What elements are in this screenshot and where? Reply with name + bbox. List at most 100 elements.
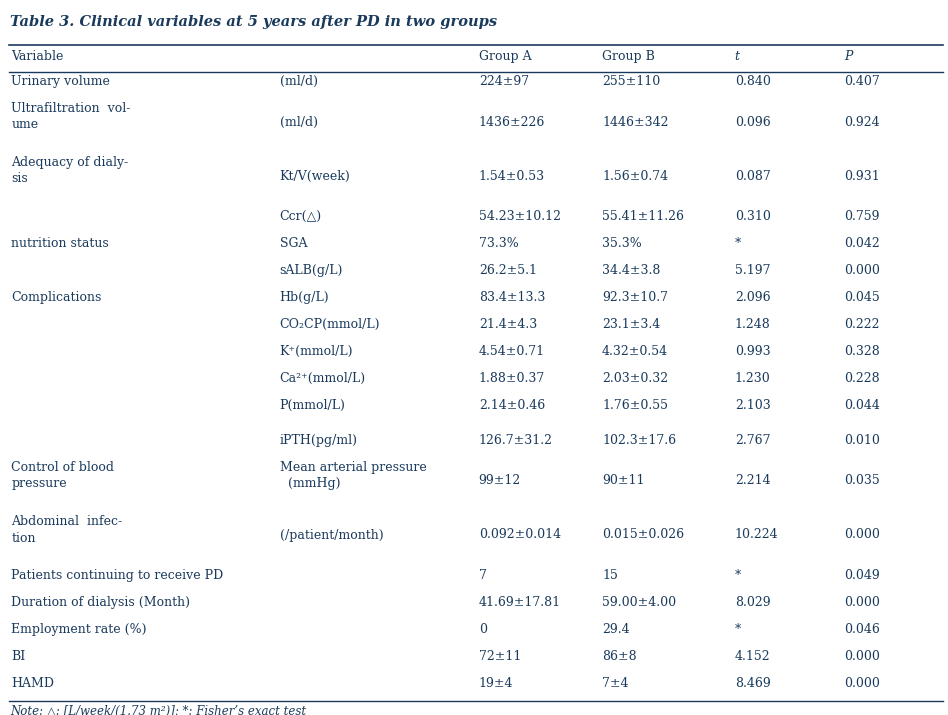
Text: 10.224: 10.224 xyxy=(735,528,778,541)
Text: 0.000: 0.000 xyxy=(844,650,880,663)
Text: 26.2±5.1: 26.2±5.1 xyxy=(479,264,537,277)
Text: Control of blood
pressure: Control of blood pressure xyxy=(11,461,115,490)
Text: 4.54±0.71: 4.54±0.71 xyxy=(479,345,545,358)
Text: P(mmol/L): P(mmol/L) xyxy=(280,399,345,412)
Text: 2.103: 2.103 xyxy=(735,399,771,412)
Text: 83.4±13.3: 83.4±13.3 xyxy=(479,291,545,304)
Text: 102.3±17.6: 102.3±17.6 xyxy=(602,434,676,447)
Text: 29.4: 29.4 xyxy=(602,623,629,636)
Text: HAMD: HAMD xyxy=(11,677,54,690)
Text: 0.328: 0.328 xyxy=(844,345,880,358)
Text: Table 3. Clinical variables at 5 years after PD in two groups: Table 3. Clinical variables at 5 years a… xyxy=(10,15,497,29)
Text: 0.042: 0.042 xyxy=(844,237,880,250)
Text: 0.046: 0.046 xyxy=(844,623,880,636)
Text: Duration of dialysis (Month): Duration of dialysis (Month) xyxy=(11,596,191,609)
Text: 1.54±0.53: 1.54±0.53 xyxy=(479,169,545,182)
Text: Ultrafiltration  vol-
ume: Ultrafiltration vol- ume xyxy=(11,102,131,132)
Text: 5.197: 5.197 xyxy=(735,264,770,277)
Text: 2.096: 2.096 xyxy=(735,291,771,304)
Text: 54.23±10.12: 54.23±10.12 xyxy=(479,210,560,223)
Text: sALB(g/L): sALB(g/L) xyxy=(280,264,343,277)
Text: 21.4±4.3: 21.4±4.3 xyxy=(479,318,537,331)
Text: iPTH(pg/ml): iPTH(pg/ml) xyxy=(280,434,357,447)
Text: 55.41±11.26: 55.41±11.26 xyxy=(602,210,684,223)
Text: 1.56±0.74: 1.56±0.74 xyxy=(602,169,668,182)
Text: 2.14±0.46: 2.14±0.46 xyxy=(479,399,545,412)
Text: 72±11: 72±11 xyxy=(479,650,521,663)
Text: K⁺(mmol/L): K⁺(mmol/L) xyxy=(280,345,354,358)
Text: 224±97: 224±97 xyxy=(479,75,529,88)
Text: 1446±342: 1446±342 xyxy=(602,116,668,129)
Text: 2.03±0.32: 2.03±0.32 xyxy=(602,372,668,385)
Text: CO₂CP(mmol/L): CO₂CP(mmol/L) xyxy=(280,318,380,331)
Text: 0.087: 0.087 xyxy=(735,169,771,182)
Text: 86±8: 86±8 xyxy=(602,650,637,663)
Text: 15: 15 xyxy=(602,569,618,582)
Text: 0.000: 0.000 xyxy=(844,596,880,609)
Text: 0.049: 0.049 xyxy=(844,569,880,582)
Text: Urinary volume: Urinary volume xyxy=(11,75,110,88)
Text: *: * xyxy=(735,623,741,636)
Text: 0.222: 0.222 xyxy=(844,318,879,331)
Text: Variable: Variable xyxy=(11,50,64,63)
Text: 59.00±4.00: 59.00±4.00 xyxy=(602,596,676,609)
Text: 23.1±3.4: 23.1±3.4 xyxy=(602,318,660,331)
Text: 4.32±0.54: 4.32±0.54 xyxy=(602,345,668,358)
Text: 2.214: 2.214 xyxy=(735,475,771,488)
Text: Adequacy of dialy-
sis: Adequacy of dialy- sis xyxy=(11,156,129,185)
Text: 1.76±0.55: 1.76±0.55 xyxy=(602,399,668,412)
Text: Complications: Complications xyxy=(11,291,101,304)
Text: Group B: Group B xyxy=(602,50,655,63)
Text: 1.230: 1.230 xyxy=(735,372,771,385)
Text: 0.096: 0.096 xyxy=(735,116,771,129)
Text: 0.407: 0.407 xyxy=(844,75,880,88)
Text: 34.4±3.8: 34.4±3.8 xyxy=(602,264,661,277)
Text: *: * xyxy=(735,237,741,250)
Text: 90±11: 90±11 xyxy=(602,475,645,488)
Text: 41.69±17.81: 41.69±17.81 xyxy=(479,596,561,609)
Text: 35.3%: 35.3% xyxy=(602,237,642,250)
Text: 1.88±0.37: 1.88±0.37 xyxy=(479,372,545,385)
Text: 0.000: 0.000 xyxy=(844,528,880,541)
Text: 73.3%: 73.3% xyxy=(479,237,519,250)
Text: 0.092±0.014: 0.092±0.014 xyxy=(479,528,561,541)
Text: 255±110: 255±110 xyxy=(602,75,660,88)
Text: 0.840: 0.840 xyxy=(735,75,771,88)
Text: 0.015±0.026: 0.015±0.026 xyxy=(602,528,684,541)
Text: 1436±226: 1436±226 xyxy=(479,116,545,129)
Text: t: t xyxy=(735,50,739,63)
Text: 0: 0 xyxy=(479,623,486,636)
Text: BI: BI xyxy=(11,650,26,663)
Text: 0.924: 0.924 xyxy=(844,116,880,129)
Text: Mean arterial pressure
  (mmHg): Mean arterial pressure (mmHg) xyxy=(280,461,427,490)
Text: 8.469: 8.469 xyxy=(735,677,771,690)
Text: Note: △: [L/week/(1.73 m²)]; *: Fisher’s exact test: Note: △: [L/week/(1.73 m²)]; *: Fisher’s… xyxy=(10,705,306,715)
Text: 2.767: 2.767 xyxy=(735,434,770,447)
Text: 99±12: 99±12 xyxy=(479,475,521,488)
Text: 0.993: 0.993 xyxy=(735,345,771,358)
Text: 0.931: 0.931 xyxy=(844,169,880,182)
Text: 19±4: 19±4 xyxy=(479,677,513,690)
Text: Patients continuing to receive PD: Patients continuing to receive PD xyxy=(11,569,224,582)
Text: (/patient/month): (/patient/month) xyxy=(280,528,383,541)
Text: nutrition status: nutrition status xyxy=(11,237,109,250)
Text: Group A: Group A xyxy=(479,50,532,63)
Text: 4.152: 4.152 xyxy=(735,650,771,663)
Text: 0.044: 0.044 xyxy=(844,399,880,412)
Text: Hb(g/L): Hb(g/L) xyxy=(280,291,329,304)
Text: 0.035: 0.035 xyxy=(844,475,880,488)
Text: 7: 7 xyxy=(479,569,486,582)
Text: Abdominal  infec-
tion: Abdominal infec- tion xyxy=(11,515,122,545)
Text: Employment rate (%): Employment rate (%) xyxy=(11,623,147,636)
Text: Ca²⁺(mmol/L): Ca²⁺(mmol/L) xyxy=(280,372,366,385)
Text: 0.010: 0.010 xyxy=(844,434,880,447)
Text: (ml/d): (ml/d) xyxy=(280,116,318,129)
Text: 0.000: 0.000 xyxy=(844,264,880,277)
Text: 126.7±31.2: 126.7±31.2 xyxy=(479,434,553,447)
Text: *: * xyxy=(735,569,741,582)
Text: (ml/d): (ml/d) xyxy=(280,75,318,88)
Text: 1.248: 1.248 xyxy=(735,318,771,331)
Text: Ccr(△): Ccr(△) xyxy=(280,210,321,223)
Text: 0.759: 0.759 xyxy=(844,210,879,223)
Text: 0.000: 0.000 xyxy=(844,677,880,690)
